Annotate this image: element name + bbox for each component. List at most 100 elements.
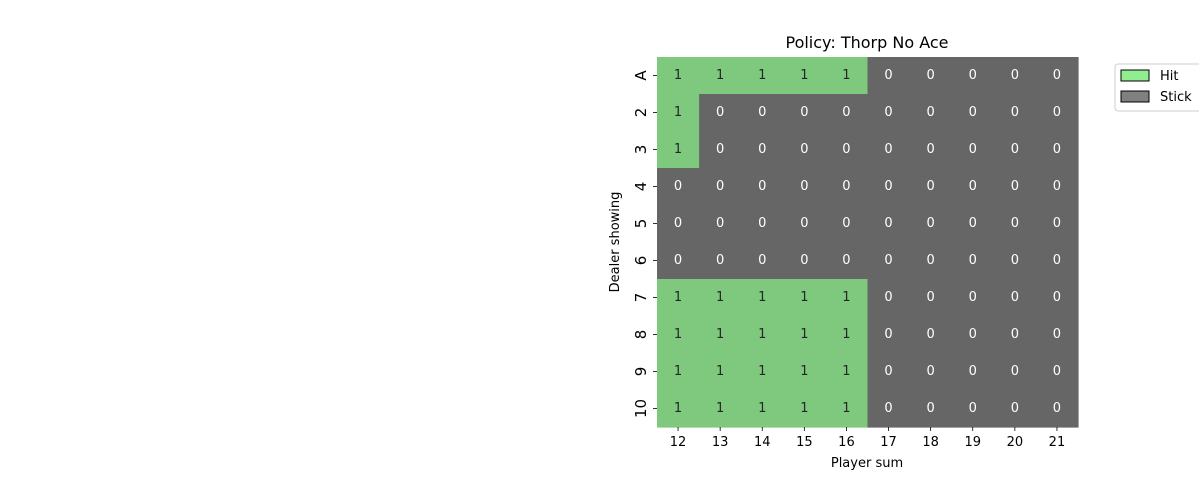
heatmap-cell-label: 1 <box>674 401 682 416</box>
heatmap-cell-label: 0 <box>674 216 682 231</box>
heatmap-cell <box>909 316 953 354</box>
heatmap-cell <box>909 131 953 169</box>
heatmap-cell-label: 1 <box>716 364 724 379</box>
heatmap-cell-label: 1 <box>842 290 850 305</box>
heatmap-cell <box>867 131 911 169</box>
heatmap-cell-label: 1 <box>716 68 724 83</box>
heatmap-cell <box>783 279 826 317</box>
heatmap-cell <box>825 316 869 354</box>
heatmap-cell <box>657 316 700 354</box>
legend-label: Stick <box>1160 90 1192 105</box>
heatmap-cell-label: 1 <box>842 68 850 83</box>
heatmap-cell-label: 0 <box>927 105 935 120</box>
heatmap-cell <box>1035 353 1079 391</box>
heatmap-cell-label: 1 <box>800 290 808 305</box>
heatmap-cell-label: 0 <box>716 105 724 120</box>
x-tick-label: 13 <box>712 435 729 450</box>
heatmap-cell <box>867 353 911 391</box>
heatmap-cell <box>867 390 911 428</box>
y-tick-label: 2 <box>632 108 650 118</box>
heatmap-cell <box>741 205 784 243</box>
heatmap-cell-label: 1 <box>674 68 682 83</box>
heatmap-cell <box>951 94 995 132</box>
heatmap-cell <box>1035 131 1079 169</box>
heatmap-cell-label: 0 <box>1011 290 1019 305</box>
heatmap-cell-label: 0 <box>716 142 724 157</box>
heatmap-cell <box>699 279 742 317</box>
heatmap-cell-label: 0 <box>1053 216 1061 231</box>
heatmap-cell <box>825 279 869 317</box>
heatmap-cell-label: 0 <box>758 142 766 157</box>
heatmap-cell <box>783 353 826 391</box>
legend: Hit Stick <box>1114 63 1199 112</box>
y-axis-label: Dealer showing <box>608 192 623 293</box>
heatmap-cell <box>657 205 700 243</box>
heatmap-cell-label: 1 <box>758 327 766 342</box>
heatmap-cell-label: 0 <box>1053 68 1061 83</box>
heatmap-cell-label: 0 <box>969 364 977 379</box>
heatmap-cell <box>783 131 826 169</box>
heatmap-cell-label: 1 <box>716 401 724 416</box>
heatmap-cell <box>993 168 1037 206</box>
heatmap-cell-label: 0 <box>884 105 892 120</box>
y-tick-label: 4 <box>632 182 650 192</box>
heatmap-cell <box>783 168 826 206</box>
heatmap-cell-label: 0 <box>1053 364 1061 379</box>
heatmap-cell <box>909 168 953 206</box>
heatmap-cell-label: 0 <box>1053 253 1061 268</box>
heatmap-cell-label: 1 <box>674 105 682 120</box>
y-tick-label: 6 <box>632 256 650 266</box>
heatmap-cell <box>951 168 995 206</box>
heatmap-cell-label: 1 <box>716 327 724 342</box>
x-axis-label: Player sum <box>831 456 903 471</box>
heatmap-cell-label: 0 <box>1011 179 1019 194</box>
heatmap-cell <box>699 168 742 206</box>
heatmap-cell-label: 0 <box>842 142 850 157</box>
heatmap-cell <box>741 168 784 206</box>
heatmap-cell <box>909 390 953 428</box>
y-tick-label: 8 <box>632 330 650 340</box>
heatmap-cell-label: 0 <box>1011 327 1019 342</box>
x-tick-label: 17 <box>880 435 897 450</box>
heatmap-cells: 1 1 1 1 1 0 0 0 0 0 1 0 0 0 0 0 0 0 0 0 1 0 0 0 0 0 0 0 0 0 0 0 0 0 0 0 0 0 0 0… <box>657 57 1079 428</box>
heatmap-cell <box>741 242 784 280</box>
heatmap-cell-label: 0 <box>969 401 977 416</box>
heatmap-cell <box>951 390 995 428</box>
heatmap-cell <box>741 390 784 428</box>
heatmap-cell-label: 0 <box>884 216 892 231</box>
heatmap-cell <box>993 390 1037 428</box>
heatmap-cell-label: 0 <box>842 216 850 231</box>
heatmap-cell-label: 1 <box>758 401 766 416</box>
heatmap-cell-label: 1 <box>800 401 808 416</box>
heatmap-cell-label: 0 <box>927 142 935 157</box>
heatmap-cell <box>657 57 700 95</box>
heatmap-cell-label: 0 <box>1053 142 1061 157</box>
heatmap-cell <box>825 353 869 391</box>
heatmap-cell <box>909 57 953 95</box>
heatmap-cell <box>657 94 700 132</box>
heatmap-cell <box>1035 57 1079 95</box>
heatmap-cell <box>783 242 826 280</box>
heatmap-cell-label: 1 <box>758 68 766 83</box>
heatmap-cell-label: 0 <box>927 253 935 268</box>
heatmap-cell <box>699 242 742 280</box>
heatmap-cell-label: 0 <box>716 216 724 231</box>
heatmap-cell-label: 0 <box>758 105 766 120</box>
x-tick-label: 21 <box>1049 435 1066 450</box>
heatmap-cell <box>1035 205 1079 243</box>
heatmap-cell-label: 0 <box>1053 290 1061 305</box>
heatmap-cell <box>657 168 700 206</box>
heatmap-cell <box>825 94 869 132</box>
x-tick-label: 20 <box>1007 435 1024 450</box>
y-tick-label: 10 <box>632 399 650 418</box>
heatmap-cell-label: 1 <box>758 364 766 379</box>
heatmap-cell <box>951 353 995 391</box>
y-tick-label: 9 <box>632 367 650 377</box>
heatmap-cell <box>1035 242 1079 280</box>
heatmap-cell-label: 1 <box>758 290 766 305</box>
heatmap-cell-label: 0 <box>842 179 850 194</box>
heatmap-cell <box>867 94 911 132</box>
heatmap-cell-label: 0 <box>884 327 892 342</box>
heatmap-cell <box>867 279 911 317</box>
heatmap-cell-label: 0 <box>1011 68 1019 83</box>
